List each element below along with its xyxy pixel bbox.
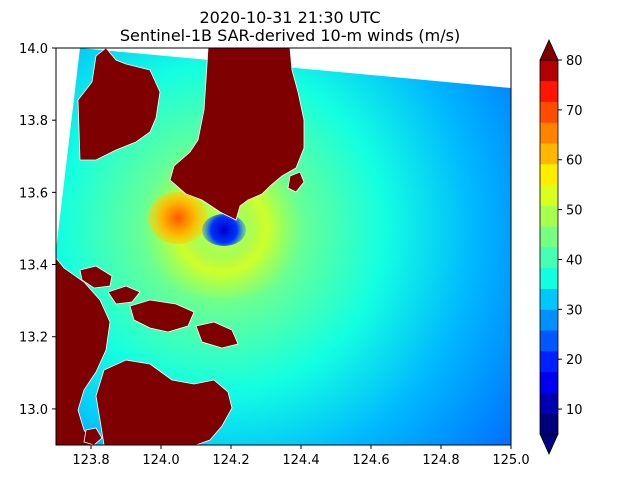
chart-subtitle: Sentinel-1B SAR-derived 10-m winds (m/s) (119, 26, 461, 45)
colorbar-segment (540, 101, 558, 123)
y-tick-label: 13.6 (19, 186, 48, 201)
x-tick-label: 125.0 (492, 453, 529, 468)
x-tick-label: 124.0 (142, 453, 179, 468)
land-samar (95, 359, 233, 445)
colorbar-segment (540, 143, 558, 165)
y-axis: 13.0 13.2 13.4 13.6 13.8 14.0 (19, 42, 56, 418)
y-tick-label: 14.0 (19, 42, 48, 57)
colorbar-tick-label: 70 (566, 104, 583, 119)
typhoon-eye (202, 214, 246, 246)
colorbar-segment (540, 371, 558, 393)
colorbar-tick-label: 10 (566, 403, 583, 418)
land-island-4 (195, 321, 239, 349)
colorbar-ticks: 10 20 30 40 50 60 70 80 (558, 54, 583, 418)
colorbar-tick-label: 40 (566, 253, 583, 268)
land-southwest (56, 257, 111, 445)
colorbar-segment (540, 267, 558, 289)
colorbar-tick-label: 50 (566, 204, 583, 219)
land-island-1 (79, 265, 113, 289)
colorbar (539, 39, 559, 455)
colorbar-segment (540, 392, 558, 414)
land-west-peninsula (77, 48, 161, 161)
colorbar-segment (540, 226, 558, 248)
x-tick-label: 124.8 (422, 453, 459, 468)
land-catanduanes (169, 48, 305, 221)
colorbar-tick-label: 20 (566, 353, 583, 368)
colorbar-tick-label: 30 (566, 303, 583, 318)
colorbar-segment (540, 309, 558, 331)
colorbar-segment (540, 184, 558, 206)
colorbar-tick-label: 60 (566, 154, 583, 169)
land-island-3 (129, 299, 195, 333)
axes-frame (55, 47, 512, 446)
land-small-east (287, 171, 305, 193)
x-tick-label: 124.6 (352, 453, 389, 468)
y-tick-label: 13.4 (19, 259, 48, 274)
land (56, 48, 305, 445)
x-tick-label: 124.2 (212, 453, 249, 468)
x-tick-label: 124.4 (282, 453, 319, 468)
colorbar-segment (540, 122, 558, 144)
wind-field (56, 48, 511, 445)
land-island-2 (107, 285, 141, 305)
colorbar-segment (540, 247, 558, 269)
colorbar-segment (540, 413, 558, 435)
x-axis: 123.8 124.0 124.2 124.4 124.6 124.8 125.0 (72, 445, 530, 468)
y-tick-label: 13.2 (19, 331, 48, 346)
colorbar-segment (540, 288, 558, 310)
colorbar-frame (539, 59, 559, 435)
colorbar-segment (540, 330, 558, 352)
max-wind-region (148, 192, 208, 244)
colorbar-segment (540, 350, 558, 373)
land-small-south (83, 427, 103, 445)
y-tick-label: 13.0 (19, 403, 48, 418)
colorbar-segment (540, 80, 558, 102)
colorbar-segment (540, 163, 558, 186)
colorbar-segment (540, 60, 558, 82)
chart-title: 2020-10-31 21:30 UTC (199, 8, 381, 27)
colorbar-segment (540, 205, 558, 227)
y-tick-label: 13.8 (19, 114, 48, 129)
colorbar-extend-min (539, 433, 559, 455)
colorbar-tick-label: 80 (566, 54, 583, 69)
x-tick-label: 123.8 (72, 453, 109, 468)
